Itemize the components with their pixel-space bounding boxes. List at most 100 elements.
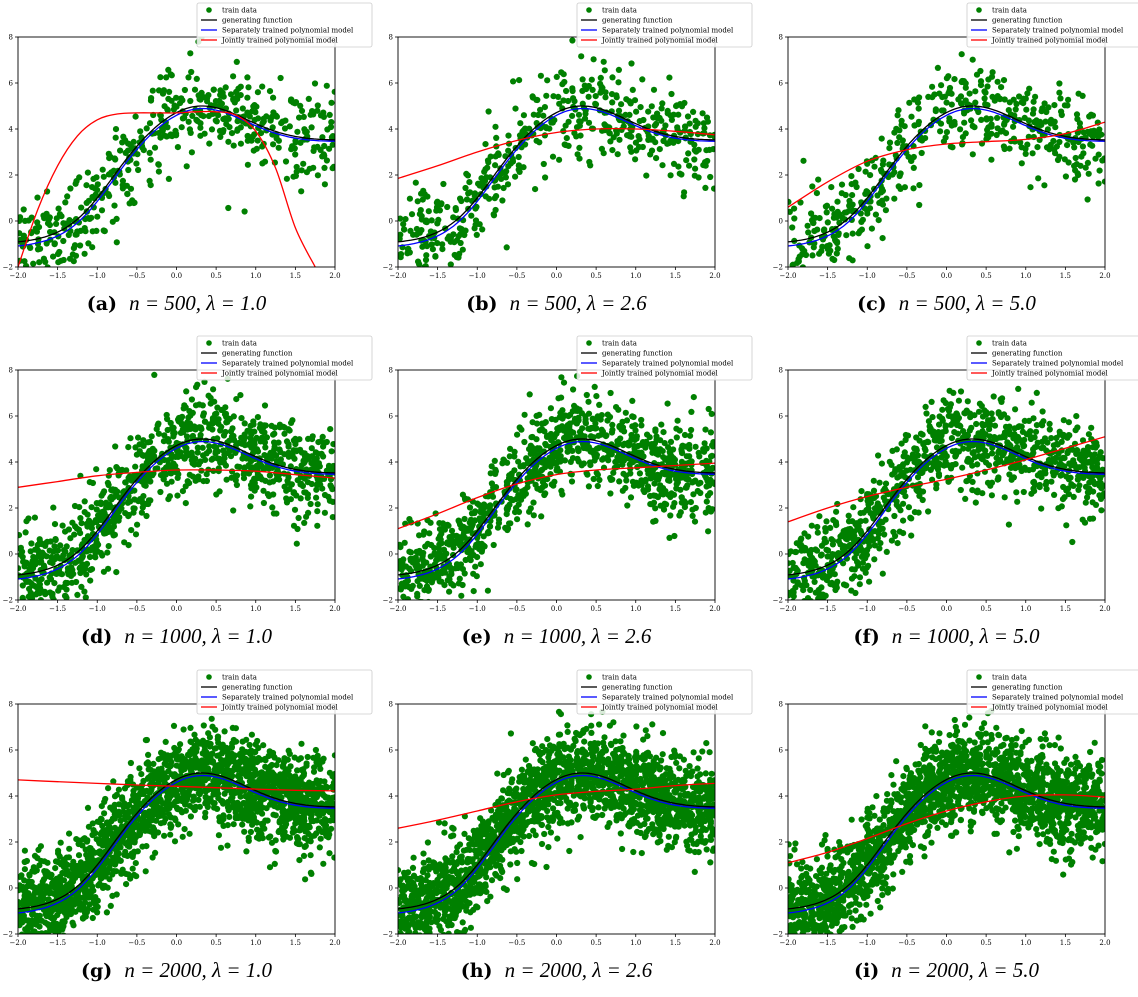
train-point (895, 504, 902, 511)
train-point (921, 439, 928, 446)
train-point (178, 421, 186, 428)
train-point (194, 444, 201, 451)
train-point (620, 442, 627, 449)
train-point (1029, 466, 1037, 473)
train-point (962, 495, 969, 502)
train-point (133, 160, 140, 167)
train-point (208, 126, 216, 133)
train-point (308, 445, 315, 452)
train-point (473, 231, 480, 238)
train-point (78, 555, 85, 562)
train-point (914, 462, 921, 469)
train-point (476, 523, 483, 530)
train-point (791, 205, 798, 212)
train-point (815, 176, 822, 183)
train-point (1095, 480, 1102, 487)
train-point (1029, 150, 1036, 157)
train-point (440, 525, 447, 532)
train-point (886, 139, 894, 146)
train-point (157, 134, 164, 141)
train-point (148, 433, 155, 440)
train-point (398, 541, 403, 548)
train-point (691, 172, 698, 179)
train-point (880, 494, 887, 501)
train-point (908, 157, 915, 164)
train-point (892, 152, 899, 159)
x-tick-label: −2.0 (390, 272, 407, 280)
train-point (549, 153, 557, 160)
train-point (563, 87, 570, 95)
train-point (40, 551, 48, 558)
train-point (521, 438, 528, 446)
train-point (609, 99, 616, 106)
train-point (444, 203, 451, 211)
train-point (983, 421, 990, 428)
train-point (97, 516, 104, 524)
train-point (248, 467, 255, 474)
train-point (1005, 107, 1012, 114)
train-point (252, 446, 259, 453)
train-point (475, 540, 482, 547)
train-point (790, 593, 797, 600)
train-point (120, 133, 127, 140)
train-point (900, 471, 907, 478)
train-point (326, 145, 333, 152)
x-tick-label: 1.0 (1020, 272, 1031, 280)
train-point (58, 213, 65, 220)
train-point (575, 448, 582, 455)
train-point (191, 461, 198, 468)
train-point (480, 533, 487, 540)
train-point (1018, 144, 1025, 151)
train-point (331, 88, 335, 95)
train-point (297, 495, 304, 502)
train-point (63, 586, 70, 593)
train-point (1035, 175, 1042, 182)
train-point (637, 104, 644, 111)
train-point (801, 247, 808, 255)
train-point (155, 430, 162, 437)
train-point (1092, 501, 1100, 508)
train-point (262, 444, 269, 451)
train-point (643, 172, 650, 179)
train-point (162, 471, 169, 478)
train-point (544, 432, 551, 439)
train-point (219, 406, 226, 413)
legend-label-train: train data (992, 7, 1027, 15)
train-point (435, 535, 442, 542)
train-point (286, 427, 293, 434)
train-point (509, 497, 516, 504)
train-point (244, 161, 251, 168)
train-point (240, 475, 248, 482)
train-point (1031, 434, 1038, 441)
train-point (560, 97, 567, 104)
train-point (559, 491, 566, 498)
train-point (547, 405, 555, 412)
y-tick-label: 8 (9, 34, 13, 42)
train-point (855, 523, 862, 530)
train-point (490, 541, 497, 549)
train-point (968, 117, 975, 124)
train-point (271, 424, 278, 431)
train-point (670, 446, 677, 453)
train-point (853, 183, 860, 191)
train-point (882, 207, 890, 214)
train-point (1086, 113, 1093, 120)
x-tick-label: 2.0 (1099, 272, 1110, 280)
train-point (1065, 419, 1072, 426)
train-point (506, 501, 513, 508)
train-point (829, 205, 836, 212)
train-point (1073, 413, 1080, 420)
train-point (824, 219, 831, 226)
train-point (686, 120, 693, 127)
subplot-e: −2.0 −1.5 −1.0 −0.5 0.0 0.5 1.0 1.5 2.0−202468tr… (383, 335, 753, 613)
train-point (667, 172, 674, 179)
train-point (1020, 488, 1027, 496)
train-point (90, 204, 97, 211)
train-point (44, 220, 52, 227)
train-point (82, 547, 89, 555)
train-point (642, 441, 649, 448)
train-point (138, 142, 145, 150)
train-point (711, 185, 715, 192)
train-point (908, 515, 915, 522)
train-point (564, 448, 571, 455)
